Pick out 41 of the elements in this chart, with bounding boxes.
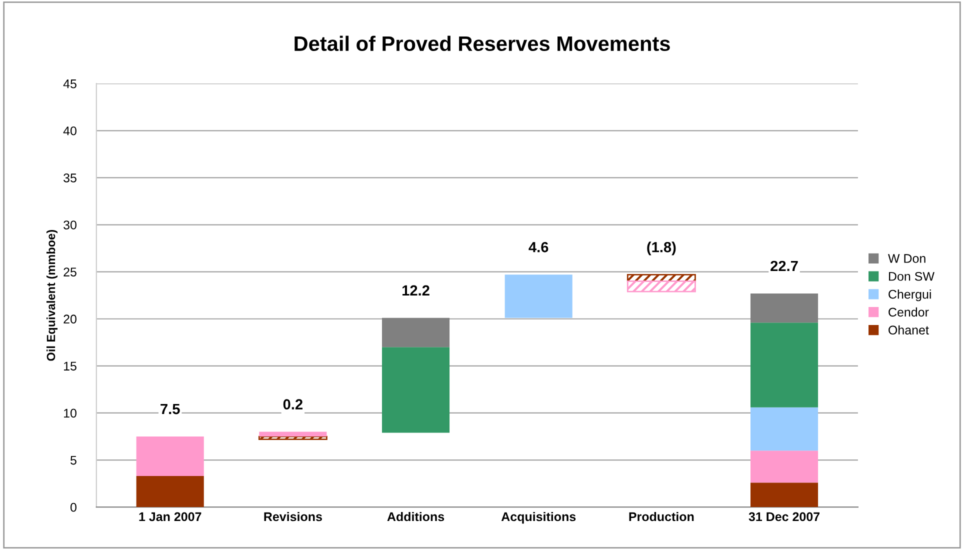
bar bbox=[750, 450, 818, 483]
legend-label: Chergui bbox=[888, 290, 931, 302]
bar bbox=[750, 407, 818, 451]
bar bbox=[136, 476, 204, 508]
y-axis-title: Oil Equivalent (mmboe) bbox=[46, 230, 58, 361]
y-tick-label: 45 bbox=[63, 80, 76, 88]
bar bbox=[382, 347, 450, 433]
legend-label: Cendor bbox=[888, 307, 929, 317]
total-label: (1.8) bbox=[647, 242, 676, 256]
chart-title: Detail of Proved Reserves Movements bbox=[294, 36, 670, 52]
legend-label: Ohanet bbox=[888, 325, 929, 335]
y-tick-label: 35 bbox=[64, 174, 76, 182]
legend-label: W Don bbox=[888, 254, 926, 263]
bar bbox=[136, 436, 204, 476]
x-tick-label: 1 Jan 2007 bbox=[139, 512, 202, 522]
x-tick-label: 31 Dec 2007 bbox=[748, 512, 820, 522]
y-tick-label: 0 bbox=[70, 502, 76, 512]
y-tick-label: 5 bbox=[70, 456, 76, 465]
bar bbox=[504, 274, 572, 318]
x-tick-label: Revisions bbox=[264, 512, 322, 522]
x-tick-label: Additions bbox=[387, 512, 444, 522]
bar bbox=[259, 432, 327, 437]
bar bbox=[750, 482, 818, 508]
y-tick-label: 25 bbox=[64, 268, 76, 276]
y-tick-label: 30 bbox=[64, 220, 76, 230]
total-label: 7.5 bbox=[160, 404, 180, 414]
y-tick-label: 20 bbox=[64, 314, 76, 324]
bar bbox=[750, 293, 818, 323]
y-tick-label: 10 bbox=[64, 408, 76, 418]
total-label: 4.6 bbox=[528, 242, 548, 252]
legend-label: Don SW bbox=[888, 272, 934, 281]
total-label: 12.2 bbox=[402, 285, 430, 296]
bar bbox=[382, 318, 450, 348]
x-tick-label: Production bbox=[629, 512, 694, 522]
bar bbox=[626, 280, 696, 292]
y-tick-label: 40 bbox=[63, 126, 76, 136]
bar bbox=[750, 322, 818, 408]
y-tick-label: 15 bbox=[64, 362, 76, 371]
x-tick-label: Acquisitions bbox=[501, 512, 576, 524]
total-label: 22.7 bbox=[770, 260, 798, 271]
total-label: 0.2 bbox=[283, 399, 302, 410]
